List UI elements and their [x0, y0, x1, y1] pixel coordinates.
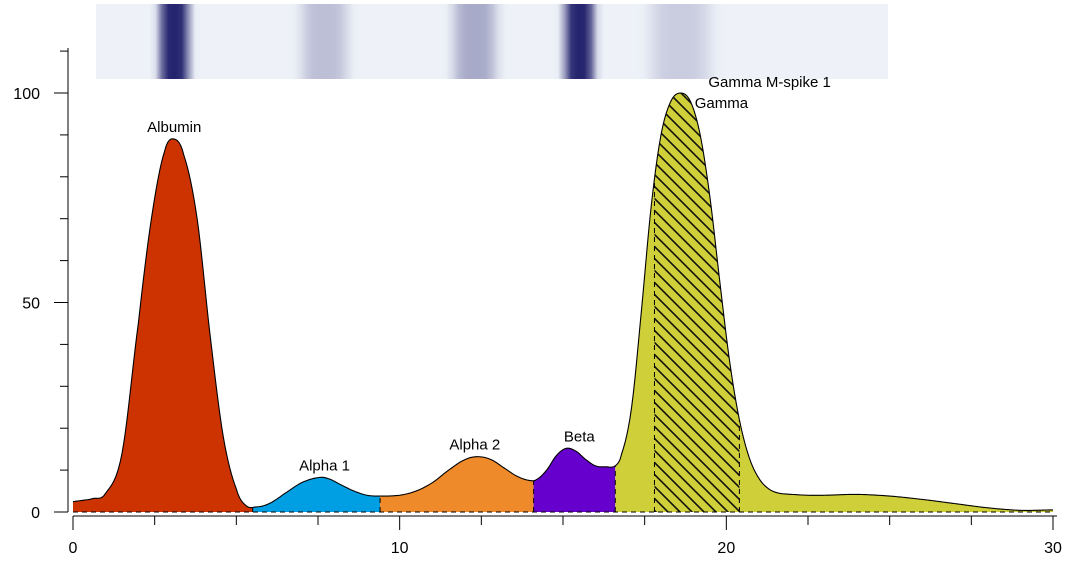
fraction-area-alpha-1	[252, 477, 381, 512]
fraction-area-albumin	[73, 138, 253, 513]
x-tick-label: 20	[717, 540, 735, 557]
y-tick-label: 0	[31, 505, 40, 522]
mspike-area	[654, 93, 740, 512]
peak-labels: Albumin Alpha 1 Alpha 2 Beta Gamma Gamma M-sp…	[147, 74, 831, 475]
axes: 0 10 20 30 0 50 100	[13, 48, 1062, 557]
fraction-area-alpha-2	[380, 456, 534, 512]
fraction-dividers	[252, 178, 740, 512]
x-tick-label: 0	[69, 540, 78, 557]
label-beta: Beta	[564, 428, 596, 445]
mspike-hatched-area	[654, 93, 740, 512]
x-ticks: 0 10 20 30	[69, 516, 1062, 557]
label-albumin: Albumin	[147, 119, 201, 136]
y-tick-label: 50	[22, 296, 40, 313]
x-tick-label: 30	[1044, 540, 1062, 557]
gel-strip	[96, 4, 888, 79]
y-tick-label: 100	[13, 86, 40, 103]
density-curve	[72, 92, 1054, 511]
fraction-area-beta	[533, 448, 616, 512]
label-alpha-2: Alpha 2	[449, 437, 500, 454]
label-gamma: Gamma	[695, 95, 749, 112]
x-tick-label: 10	[391, 540, 409, 557]
label-alpha-1: Alpha 1	[299, 458, 350, 475]
y-ticks: 0 50 100	[13, 50, 68, 522]
label-gamma-m-spike-1: Gamma M-spike 1	[708, 74, 831, 91]
